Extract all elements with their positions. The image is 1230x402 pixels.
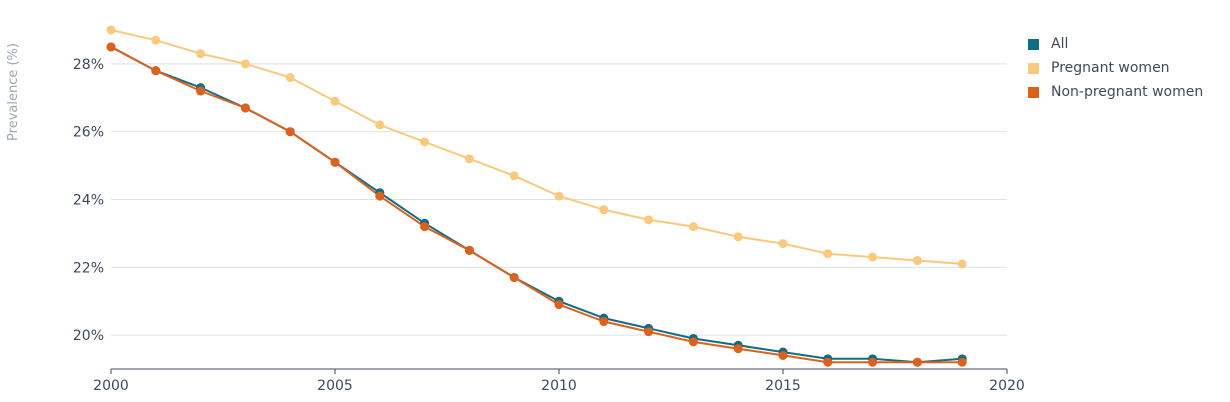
data-point-pregnant-women[interactable] [688, 222, 698, 232]
data-point-pregnant-women[interactable] [868, 252, 878, 262]
series-points [106, 25, 967, 367]
data-point-non-pregnant-women[interactable] [778, 350, 788, 360]
y-tick-label: 22% [73, 260, 104, 276]
y-tick-label: 26% [73, 125, 104, 141]
data-point-non-pregnant-women[interactable] [688, 337, 698, 347]
data-point-pregnant-women[interactable] [196, 49, 206, 59]
x-tick-label: 2010 [541, 378, 577, 394]
x-tick-label: 2020 [989, 378, 1025, 394]
y-axis-title: Prevalence (%) [6, 43, 21, 141]
legend: All Pregnant women Non-pregnant women [1028, 32, 1203, 104]
data-point-pregnant-women[interactable] [106, 25, 116, 35]
y-tick-label: 28% [73, 57, 104, 73]
data-point-non-pregnant-women[interactable] [554, 300, 564, 310]
series-line-all [110, 46, 963, 364]
legend-item-pregnant-women[interactable]: Pregnant women [1028, 56, 1203, 80]
x-tick-label: 2015 [765, 378, 801, 394]
legend-label-all: All [1051, 36, 1069, 52]
data-point-non-pregnant-women[interactable] [106, 42, 116, 52]
data-point-pregnant-women[interactable] [420, 137, 430, 147]
data-point-non-pregnant-women[interactable] [240, 103, 250, 113]
legend-item-all[interactable]: All [1028, 32, 1203, 56]
legend-swatch-non-pregnant-women [1028, 86, 1039, 98]
data-point-non-pregnant-women[interactable] [330, 157, 340, 167]
data-point-pregnant-women[interactable] [285, 72, 295, 82]
y-tick-label: 24% [73, 193, 104, 209]
data-point-pregnant-women[interactable] [464, 154, 474, 164]
data-point-pregnant-women[interactable] [151, 35, 161, 45]
data-point-pregnant-women[interactable] [778, 239, 788, 249]
data-point-non-pregnant-women[interactable] [375, 191, 385, 201]
legend-label-pregnant-women: Pregnant women [1051, 60, 1170, 76]
data-point-non-pregnant-women[interactable] [464, 245, 474, 255]
legend-item-non-pregnant-women[interactable]: Non-pregnant women [1028, 80, 1203, 104]
series-line-non-pregnant-women [110, 46, 963, 364]
data-point-non-pregnant-women[interactable] [912, 357, 922, 367]
data-point-pregnant-women[interactable] [554, 191, 564, 201]
data-point-pregnant-women[interactable] [957, 259, 967, 269]
data-point-non-pregnant-women[interactable] [420, 222, 430, 232]
data-point-pregnant-women[interactable] [733, 232, 743, 242]
legend-swatch-pregnant-women [1028, 62, 1039, 74]
data-point-non-pregnant-women[interactable] [644, 327, 654, 337]
series-line-pregnant-women [110, 29, 963, 265]
series-lines [110, 29, 963, 364]
legend-label-non-pregnant-women: Non-pregnant women [1051, 84, 1204, 100]
data-point-pregnant-women[interactable] [912, 256, 922, 266]
axes: 20% 22% 24% 26% 28% 2000 2005 2010 2015 2020 [73, 57, 1025, 394]
data-point-non-pregnant-women[interactable] [599, 317, 609, 327]
data-point-pregnant-women[interactable] [509, 171, 519, 181]
data-point-pregnant-women[interactable] [330, 96, 340, 106]
x-tick-label: 2005 [317, 378, 353, 394]
data-point-non-pregnant-women[interactable] [823, 357, 833, 367]
data-point-non-pregnant-women[interactable] [285, 127, 295, 137]
legend-swatch-all [1028, 38, 1039, 50]
data-point-pregnant-women[interactable] [599, 205, 609, 215]
data-point-pregnant-women[interactable] [375, 120, 385, 130]
data-point-non-pregnant-women[interactable] [509, 272, 519, 282]
x-tick-label: 2000 [93, 378, 129, 394]
data-point-non-pregnant-women[interactable] [733, 344, 743, 354]
data-point-pregnant-women[interactable] [644, 215, 654, 225]
data-point-pregnant-women[interactable] [823, 249, 833, 259]
data-point-non-pregnant-women[interactable] [957, 357, 967, 367]
data-point-non-pregnant-women[interactable] [868, 357, 878, 367]
data-point-non-pregnant-women[interactable] [151, 66, 161, 76]
data-point-pregnant-women[interactable] [240, 59, 250, 69]
y-tick-label: 20% [73, 328, 104, 344]
data-point-non-pregnant-women[interactable] [196, 86, 206, 96]
